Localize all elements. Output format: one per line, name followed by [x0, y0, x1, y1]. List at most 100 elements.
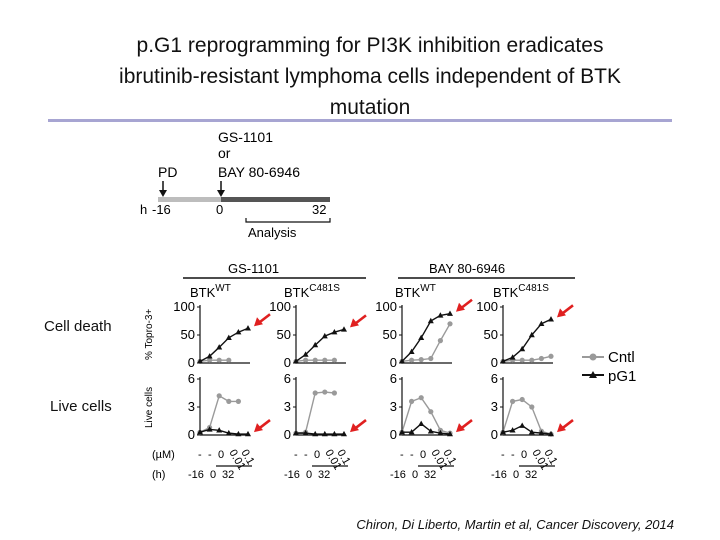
panel-live-4-point-pg1 [538, 429, 545, 436]
panel-live-3-point-pg1 [427, 428, 434, 434]
panel-live-1-point-pg1 [235, 430, 242, 437]
panel-live-1-time-label: -16 [188, 469, 204, 481]
panel-live-1-point-pg1 [216, 427, 223, 433]
panel-death-2-tick-label: 100 [269, 299, 291, 314]
panel-live-4-arrowhead-icon [557, 423, 566, 433]
panel-live-1-point-pg1 [197, 429, 203, 435]
panel-death-4-point-pg1 [548, 316, 554, 322]
panel-death-1-series-cntl [199, 359, 229, 363]
row-label-cell-death: Cell death [44, 318, 112, 335]
panel-death-2-tick-label: 0 [284, 355, 291, 370]
panel-live-4-tick-label: 6 [491, 371, 498, 386]
panel-death-1-point-pg1 [216, 344, 223, 350]
panel-live-4-point-pg1 [528, 429, 535, 435]
panel-live-2-time-label: -16 [284, 469, 300, 481]
panel-live-3-tick-label: 6 [390, 371, 397, 386]
panel-live-4-point-cntl [529, 404, 535, 410]
panel-live-4-dose-label: - [511, 449, 515, 461]
panel-live-1-tick-label: 3 [188, 399, 195, 414]
schema-drug-b: BAY 80-6946 [218, 164, 300, 180]
panel-live-2-tick-label: 6 [284, 371, 291, 386]
schema-pd-label: PD [158, 164, 177, 180]
panel-death-4-point-pg1 [538, 320, 545, 326]
panel-death-4-point-pg1 [509, 354, 516, 360]
panel-live-1-arrowhead-icon [254, 423, 263, 433]
panel-death-3-point-pg1 [408, 348, 415, 354]
panel-live-4-time-label: 32 [525, 469, 537, 481]
header-bay: BAY 80-6946 [429, 261, 505, 276]
legend-cntl-marker [589, 353, 597, 361]
schema-tick-0: 0 [216, 202, 223, 217]
panel-death-1-point-pg1 [206, 353, 213, 359]
panel-live-3-time-label: 32 [424, 469, 436, 481]
panel-death-4-tick-label: 100 [476, 299, 498, 314]
genotype-label-3: BTKWT [395, 283, 436, 300]
panel-death-3-point-pg1 [437, 312, 444, 318]
panel-death-2-point-pg1 [321, 332, 328, 339]
panel-death-1-point-cntl [226, 357, 232, 363]
row-label-live-cells: Live cells [50, 398, 112, 415]
panel-live-2-point-pg1 [321, 430, 328, 437]
panel-live-2-point-pg1 [331, 430, 338, 437]
panel-live-2-point-pg1 [293, 429, 299, 436]
panel-death-1-point-cntl [207, 357, 213, 363]
panel-live-1-point-cntl [216, 393, 222, 399]
panel-live-3-dose-label: - [410, 449, 414, 461]
panel-live-3-tick-label: 3 [390, 399, 397, 414]
panel-live-2-point-pg1 [312, 430, 319, 437]
panel-live-1-point-pg1 [206, 426, 213, 432]
panel-death-1-series-pg1 [199, 327, 249, 362]
panel-death-2-point-cntl [312, 357, 318, 363]
panel-live-1-series-cntl [199, 394, 239, 433]
panel-live-3-arrowhead-icon [456, 423, 465, 433]
panel-death-3-point-pg1 [418, 334, 425, 340]
panel-death-4-arrowhead-icon [557, 308, 566, 318]
schema-tick-m16: -16 [152, 202, 171, 217]
panel-live-1-dose-label: 0 [218, 449, 224, 461]
title-line-2: ibrutinib-resistant lymphoma cells indep… [119, 65, 621, 88]
panel-live-2-point-cntl [312, 390, 318, 396]
y-axis-cell-death: % Topro-3+ [144, 309, 155, 360]
citation: Chiron, Di Liberto, Martin et al, Cancer… [356, 517, 674, 532]
schema-drug-a: GS-1101 [218, 129, 273, 145]
panel-death-4-point-cntl [519, 357, 525, 363]
panel-death-4-point-pg1 [519, 345, 526, 352]
panel-death-1-point-pg1 [235, 329, 242, 335]
panel-live-1-tick-label: 0 [188, 427, 195, 442]
panel-death-3-point-cntl [447, 321, 453, 327]
panel-death-4-tick-label: 50 [484, 327, 498, 342]
schema-analysis: Analysis [248, 225, 297, 240]
timeline-schema: GS-1101 or BAY 80-6946 PD h -16 0 32 Ana… [140, 129, 331, 240]
panel-live-3-point-pg1 [408, 429, 415, 435]
dose-rows: (µM) (h) - -0 0.010.1-16 0 32- -0 0.010.1-16 0 3… [152, 448, 559, 482]
panel-death-2-point-pg1 [293, 358, 299, 364]
panel-live-2-dose-label: - [304, 449, 308, 461]
dose-um-label: (µM) [152, 449, 175, 461]
panel-death-3-point-cntl [428, 355, 434, 362]
drug-arrowhead-icon [217, 190, 225, 197]
panel-live-4-tick-label: 3 [491, 399, 498, 414]
dose-h-label: (h) [152, 469, 165, 481]
panel-live-1-point-pg1 [225, 429, 232, 436]
genotype-label-2: BTKC481S [284, 283, 340, 300]
slide-title: p.G1 reprogramming for PI3K inhibition e… [40, 30, 700, 123]
panel-live-3-dose-label: - [400, 449, 404, 461]
panel-live-1-point-cntl [226, 398, 232, 404]
panel-live-4-tick-label: 0 [491, 427, 498, 442]
panel-live-1-dose-label: - [208, 449, 212, 461]
panel-death-1-tick-label: 100 [173, 299, 195, 314]
panel-death-3-point-cntl [409, 357, 415, 363]
panel-death-3-point-cntl [437, 338, 443, 344]
panel-death-2-point-pg1 [341, 326, 347, 332]
panel-live-3-dose-label: 0 [420, 449, 426, 461]
panel-death-4-tick-label: 0 [491, 355, 498, 370]
panel-death-2-point-cntl [322, 357, 328, 363]
panel-live-1-point-pg1 [245, 430, 251, 437]
panel-death-2-point-pg1 [302, 351, 309, 357]
panel-live-4-point-cntl [509, 398, 516, 404]
panel-live-1-dose-label: - [198, 449, 202, 461]
panel-death-2-tick-label: 50 [277, 327, 291, 342]
panel-death-4-point-cntl [538, 355, 545, 362]
